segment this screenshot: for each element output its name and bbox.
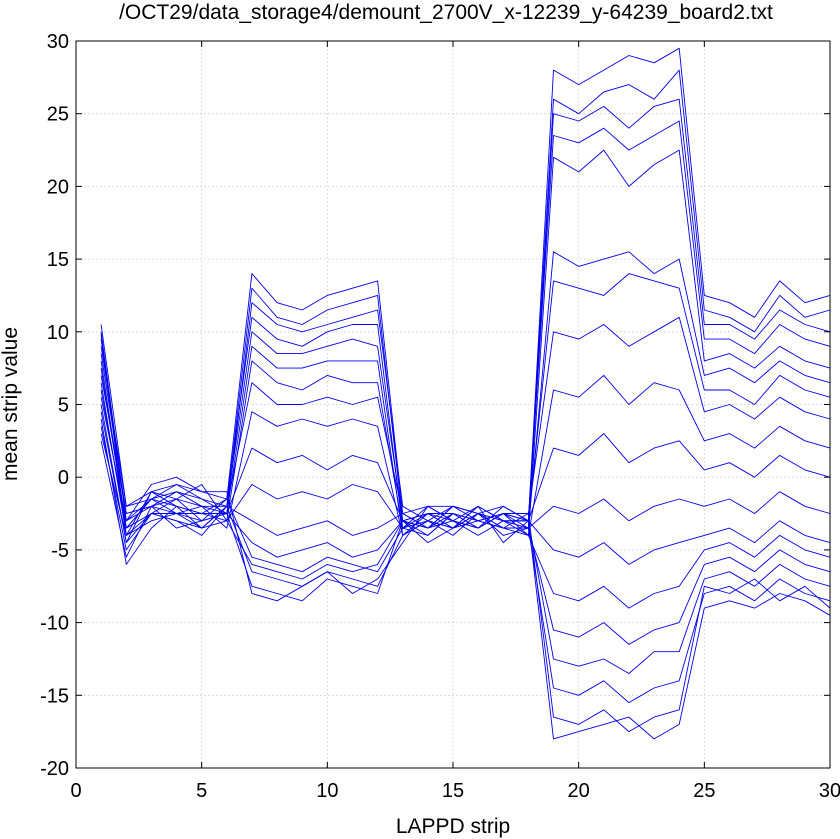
series-line-17 — [100, 331, 831, 733]
series-line-2 — [100, 69, 831, 522]
data-series — [100, 47, 831, 740]
y-tick-label: 10 — [47, 322, 69, 344]
series-line-10 — [100, 433, 831, 558]
series-line-13 — [100, 389, 831, 609]
x-tick-label: 25 — [693, 780, 715, 802]
x-axis-title: LAPPD strip — [396, 815, 510, 838]
x-tick-label: 10 — [316, 780, 338, 802]
series-line-5 — [100, 149, 831, 536]
series-line-3 — [100, 98, 831, 529]
series-line-7 — [100, 273, 831, 544]
series-line-9 — [100, 374, 831, 536]
series-line-15 — [100, 360, 831, 674]
y-tick-label: -15 — [40, 685, 69, 707]
x-tick-label: 20 — [568, 780, 590, 802]
y-tick-label: 0 — [58, 467, 69, 489]
y-tick-label: -10 — [40, 613, 69, 635]
y-tick-label: 30 — [47, 31, 69, 53]
series-line-8 — [100, 316, 831, 551]
y-axis: -20 -15 -10 -5 0 5 10 15 20 25 30 — [40, 31, 830, 780]
series-line-1 — [100, 47, 831, 522]
x-tick-label: 30 — [819, 780, 840, 802]
y-tick-label: -5 — [51, 540, 69, 562]
chart-title: /OCT29/data_storage4/demount_2700V_x-122… — [119, 1, 773, 24]
y-tick-label: 20 — [47, 176, 69, 198]
grid-lines — [75, 40, 831, 769]
y-tick-label: 15 — [47, 249, 69, 271]
x-axis: 0 5 10 15 20 25 30 — [70, 41, 840, 802]
y-tick-label: 25 — [47, 104, 69, 126]
x-tick-label: 0 — [70, 780, 81, 802]
y-tick-label: -20 — [40, 758, 69, 780]
series-line-18 — [100, 334, 831, 740]
series-line-16 — [100, 346, 831, 704]
y-tick-label: 5 — [58, 395, 69, 417]
series-line-6 — [100, 251, 831, 536]
series-line-12 — [100, 404, 831, 565]
x-tick-label: 15 — [442, 780, 464, 802]
y-axis-title: mean strip value — [0, 327, 22, 481]
x-tick-label: 5 — [196, 780, 207, 802]
